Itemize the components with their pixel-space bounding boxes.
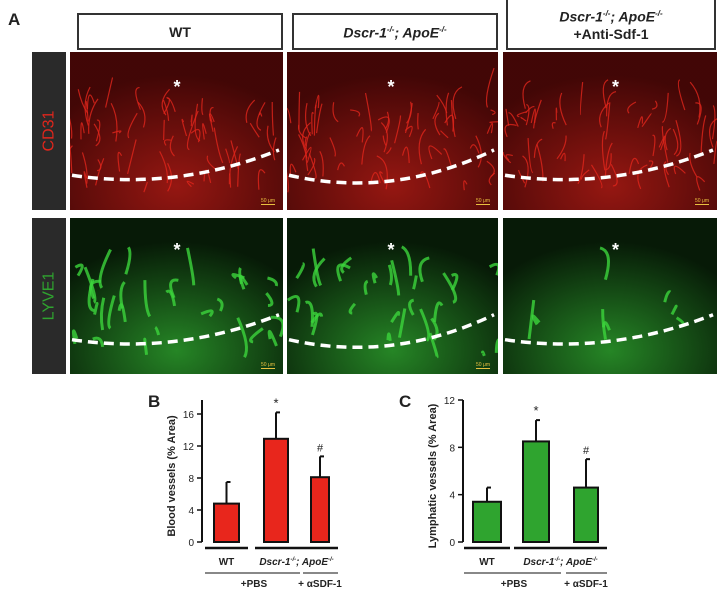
y-tick-label: 12: [183, 442, 195, 453]
asterisk-marker: *: [173, 240, 181, 260]
micrograph-cd31-2: * 50 μm: [503, 52, 717, 210]
label-part: -/-: [290, 557, 296, 563]
panel-label-a: A: [8, 10, 21, 29]
asterisk-marker: *: [612, 77, 620, 97]
bar: [522, 440, 550, 543]
y-tick-label: 8: [449, 443, 455, 454]
asterisk-marker: *: [387, 77, 395, 97]
y-tick-label: 12: [444, 396, 456, 407]
scale-bar-label: 50 μm: [261, 198, 275, 205]
label-part: ;: [296, 557, 302, 568]
bar: [310, 476, 330, 544]
bar: [573, 486, 599, 544]
scale-bar-label: 50 μm: [476, 362, 490, 369]
significance-marker: #: [583, 445, 590, 457]
label-part: -/-: [592, 557, 598, 563]
y-tick-label: 4: [449, 491, 455, 502]
y-tick-label: 16: [183, 410, 195, 421]
y-tick-label: 0: [188, 538, 194, 549]
group-label-wt: WT: [219, 557, 235, 568]
label-part: -/-: [328, 557, 334, 563]
asterisk-marker: *: [387, 240, 395, 260]
scale-bar-label: 50 μm: [476, 198, 490, 205]
asterisk-marker: *: [173, 77, 181, 97]
significance-marker: *: [273, 395, 278, 410]
micrograph-cd31-1: * 50 μm: [287, 52, 498, 210]
panel-label-b: B: [148, 392, 161, 411]
y-tick-label: 0: [449, 538, 455, 549]
y-tick-label: 8: [188, 474, 194, 485]
micrograph-lyve1-1: * 50 μm: [287, 218, 498, 374]
significance-marker: #: [317, 442, 324, 454]
label-part: ApoE: [565, 557, 592, 568]
group-label-dko: Dscr-1-/-; ApoE-/-: [523, 557, 597, 568]
micrograph-cd31-0: * 50 μm: [70, 52, 283, 210]
bar: [472, 500, 502, 543]
group-label-dko: Dscr-1-/-; ApoE-/-: [259, 557, 333, 568]
treatment-label-pbs: +PBS: [241, 579, 268, 590]
bar: [213, 502, 240, 544]
header-dko: Dscr-1-/-; ApoE-/-: [292, 13, 498, 50]
significance-marker: *: [533, 403, 538, 418]
header-text: Dscr-1-/-; ApoE-/-: [559, 8, 663, 25]
header-wt: WT: [77, 13, 283, 50]
scale-bar-label: 50 μm: [261, 362, 275, 369]
row-label-cd31: CD31: [32, 52, 66, 210]
header-text: WT: [169, 23, 191, 40]
scale-bar-label: 50 μm: [695, 198, 709, 205]
treatment-label-sdf: + αSDF-1: [298, 579, 342, 590]
row-label-lyve1: LYVE1: [32, 218, 66, 374]
label-part: -/-: [554, 557, 560, 563]
header-dko-anti-sdf1: Dscr-1-/-; ApoE-/- +Anti-Sdf-1: [506, 0, 716, 50]
y-axis-label: Lymphatic vessels (% Area): [427, 403, 439, 548]
label-part: Dscr-1: [259, 557, 291, 568]
label-part: ApoE: [301, 557, 328, 568]
header-text-line2: +Anti-Sdf-1: [573, 26, 649, 43]
asterisk-marker: *: [612, 240, 620, 260]
group-label-wt: WT: [479, 557, 495, 568]
treatment-label-pbs: +PBS: [501, 579, 528, 590]
y-axis-label: Blood vessels (% Area): [166, 415, 178, 537]
micrograph-lyve1-2: *: [503, 218, 717, 374]
treatment-label-sdf: + αSDF-1: [564, 579, 608, 590]
header-text: Dscr-1-/-; ApoE-/-: [343, 24, 447, 41]
label-part: Dscr-1: [523, 557, 555, 568]
label-part: ;: [560, 557, 566, 568]
micrograph-lyve1-0: * 50 μm: [70, 218, 283, 374]
bar: [263, 437, 289, 543]
y-tick-label: 4: [188, 506, 194, 517]
panel-label-c: C: [399, 392, 412, 411]
